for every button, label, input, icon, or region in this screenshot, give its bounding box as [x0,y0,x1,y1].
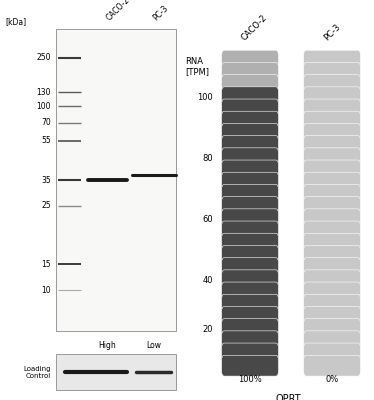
FancyBboxPatch shape [222,75,278,96]
FancyBboxPatch shape [304,99,361,120]
FancyBboxPatch shape [222,331,278,352]
FancyBboxPatch shape [304,111,361,132]
FancyBboxPatch shape [222,233,278,254]
FancyBboxPatch shape [222,258,278,278]
FancyBboxPatch shape [304,160,361,181]
FancyBboxPatch shape [304,355,361,376]
FancyBboxPatch shape [222,184,278,205]
FancyBboxPatch shape [304,258,361,278]
Text: 100: 100 [37,102,51,110]
FancyBboxPatch shape [222,62,278,83]
Text: 100: 100 [197,93,213,102]
FancyBboxPatch shape [304,184,361,205]
Text: 25: 25 [42,201,51,210]
FancyBboxPatch shape [222,294,278,315]
FancyBboxPatch shape [304,62,361,83]
FancyBboxPatch shape [304,136,361,156]
FancyBboxPatch shape [304,233,361,254]
Text: 55: 55 [42,136,51,145]
FancyBboxPatch shape [304,282,361,303]
FancyBboxPatch shape [304,246,361,266]
FancyBboxPatch shape [222,306,278,327]
FancyBboxPatch shape [222,50,278,71]
Text: CACO-2: CACO-2 [105,0,132,22]
FancyBboxPatch shape [304,306,361,327]
FancyBboxPatch shape [222,246,278,266]
Text: 20: 20 [202,324,213,334]
FancyBboxPatch shape [304,221,361,242]
Text: CACO-2: CACO-2 [240,13,269,42]
FancyBboxPatch shape [304,75,361,96]
FancyBboxPatch shape [304,172,361,193]
Text: 60: 60 [202,215,213,224]
FancyBboxPatch shape [222,282,278,303]
Text: 70: 70 [42,118,51,127]
Text: Low: Low [147,341,162,350]
FancyBboxPatch shape [304,294,361,315]
FancyBboxPatch shape [304,319,361,340]
Text: High: High [99,341,116,350]
Text: [kDa]: [kDa] [6,17,27,26]
Text: 10: 10 [42,286,51,295]
Text: PC-3: PC-3 [322,22,342,42]
Text: 130: 130 [37,88,51,97]
FancyBboxPatch shape [222,172,278,193]
FancyBboxPatch shape [222,148,278,169]
FancyBboxPatch shape [56,354,176,390]
FancyBboxPatch shape [222,99,278,120]
Text: 15: 15 [42,260,51,269]
FancyBboxPatch shape [304,124,361,144]
FancyBboxPatch shape [304,148,361,169]
FancyBboxPatch shape [222,343,278,364]
FancyBboxPatch shape [222,355,278,376]
FancyBboxPatch shape [304,270,361,291]
Text: 80: 80 [202,154,213,163]
Text: PC-3: PC-3 [151,4,170,22]
FancyBboxPatch shape [222,160,278,181]
FancyBboxPatch shape [304,50,361,71]
FancyBboxPatch shape [222,209,278,230]
Text: 40: 40 [202,276,213,285]
FancyBboxPatch shape [222,87,278,108]
FancyBboxPatch shape [222,319,278,340]
FancyBboxPatch shape [304,331,361,352]
FancyBboxPatch shape [222,136,278,156]
Text: 250: 250 [37,53,51,62]
Text: Loading
Control: Loading Control [24,366,51,378]
FancyBboxPatch shape [304,343,361,364]
Text: 35: 35 [42,176,51,184]
FancyBboxPatch shape [222,124,278,144]
FancyBboxPatch shape [222,197,278,218]
Text: 100%: 100% [238,376,262,384]
FancyBboxPatch shape [304,197,361,218]
FancyBboxPatch shape [304,209,361,230]
FancyBboxPatch shape [222,111,278,132]
FancyBboxPatch shape [222,270,278,291]
Text: RNA
[TPM]: RNA [TPM] [185,57,209,76]
FancyBboxPatch shape [304,87,361,108]
Text: QPRT: QPRT [275,394,301,400]
FancyBboxPatch shape [56,29,176,331]
FancyBboxPatch shape [222,221,278,242]
Text: 0%: 0% [325,376,339,384]
